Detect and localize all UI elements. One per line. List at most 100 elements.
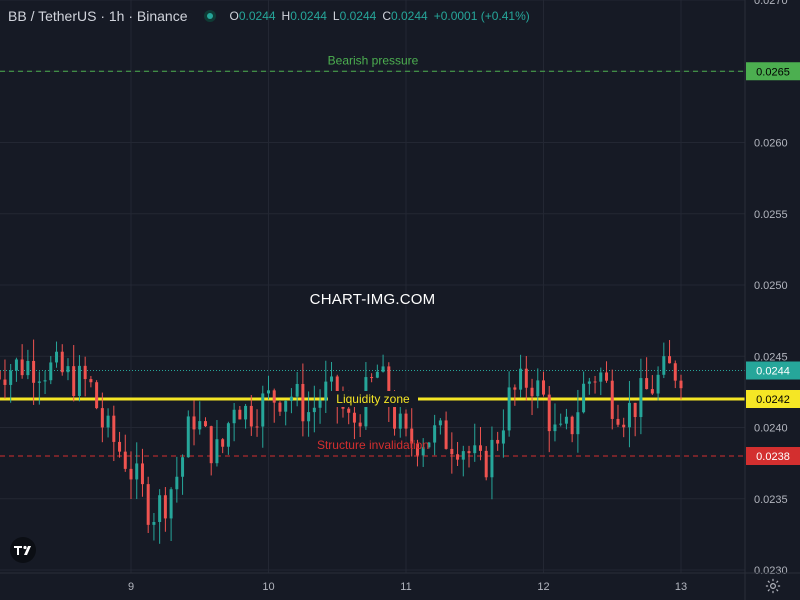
candle-body — [570, 416, 574, 435]
candle-body — [582, 383, 586, 413]
candle-body — [662, 356, 666, 375]
current-price-tag-label: 0.0244 — [756, 366, 790, 378]
candle-body — [14, 359, 18, 371]
price-tag-label: 0.0238 — [756, 451, 790, 463]
price-tags: 0.0265 0.0242 0.0238 0.0244 — [746, 62, 800, 465]
candle-body — [421, 447, 425, 456]
candle-body — [467, 451, 471, 454]
time-axis[interactable]: 9 10 11 12 13 — [0, 572, 800, 593]
chart-header: BB / TetherUS · 1h · Binance O0.0244 H0.… — [8, 6, 530, 26]
candle-body — [507, 387, 511, 431]
candle-body — [238, 409, 242, 420]
level-labels: Bearish pressure Liquidity zone Structure … — [317, 53, 429, 452]
candle-body — [163, 495, 167, 519]
candle-body — [633, 402, 637, 418]
candle-body — [158, 495, 162, 522]
candle-body — [312, 407, 316, 413]
candle-body — [301, 383, 305, 422]
candle-body — [370, 377, 374, 379]
candle-body — [639, 378, 643, 418]
candle-body — [272, 390, 276, 403]
candle-body — [335, 376, 339, 402]
candle-body — [599, 372, 603, 382]
candle-body — [106, 415, 110, 428]
candle-body — [324, 381, 328, 401]
open-label: O — [229, 9, 239, 23]
candle-body — [622, 424, 626, 428]
candle-body — [278, 402, 282, 412]
candle-body — [461, 451, 465, 460]
candle-body — [547, 394, 551, 432]
candle-body — [307, 412, 311, 422]
candle-body — [135, 463, 139, 480]
candle-body — [564, 416, 568, 424]
price-tag-bg — [746, 390, 800, 408]
time-tick-label: 10 — [262, 581, 274, 593]
candle-body — [175, 476, 179, 490]
candles — [0, 339, 683, 544]
candle-body — [221, 439, 225, 447]
change-value: +0.0001 (+0.41%) — [433, 9, 530, 23]
level-label: Structure invalidation — [317, 438, 429, 452]
high-value: 0.0244 — [290, 9, 327, 23]
close-label: C — [382, 9, 391, 23]
symbol-title[interactable]: BB / TetherUS · 1h · Binance — [8, 8, 188, 24]
time-tick-label: 12 — [537, 581, 549, 593]
candle-body — [100, 408, 104, 428]
candle-body — [0, 370, 1, 380]
candle-body — [112, 415, 116, 442]
candle-body — [72, 366, 76, 396]
current-price-tag-bg — [746, 361, 800, 380]
price-tick-label: 0.0230 — [754, 565, 788, 577]
candle-body — [404, 413, 408, 429]
price-tag-bg — [746, 447, 800, 465]
candle-body — [192, 416, 196, 430]
candle-body — [284, 400, 288, 412]
candle-body — [129, 468, 133, 480]
gear-icon[interactable] — [764, 577, 782, 595]
grid — [0, 0, 745, 573]
candle-body — [209, 426, 213, 464]
candle-body — [650, 389, 654, 394]
price-axis[interactable]: 0.0230 0.0235 0.0240 0.0245 0.0250 0.0255 0.02… — [744, 0, 788, 600]
price-tick-label: 0.0260 — [754, 138, 788, 150]
candle-body — [77, 365, 81, 396]
candle-body — [255, 426, 259, 428]
candle-body — [645, 378, 649, 390]
candle-body — [232, 409, 236, 424]
price-tick-label: 0.0255 — [754, 209, 788, 221]
candle-body — [478, 445, 482, 451]
candle-body — [496, 439, 500, 444]
close-value: 0.0244 — [390, 9, 428, 23]
candle-body — [542, 380, 545, 395]
time-tick-label: 9 — [128, 581, 134, 593]
candle-body — [66, 366, 70, 373]
candle-body — [3, 379, 7, 385]
candle-body — [186, 416, 190, 458]
candle-body — [49, 362, 53, 381]
market-status-icon — [203, 10, 216, 22]
candle-body — [358, 422, 362, 427]
candle-body — [673, 363, 677, 381]
candle-body — [501, 430, 505, 444]
tradingview-logo-icon[interactable] — [8, 537, 38, 563]
candle-body — [415, 443, 419, 456]
level-label-bg — [328, 391, 418, 407]
price-tag-bg — [746, 62, 800, 81]
candle-body — [524, 368, 528, 388]
candle-body — [347, 408, 351, 413]
candle-body — [387, 366, 391, 407]
level-label: Bearish pressure — [328, 53, 419, 67]
candle-body — [627, 402, 631, 428]
price-tick-label: 0.0250 — [754, 280, 788, 292]
candle-body — [95, 382, 99, 409]
candle-body — [32, 360, 36, 383]
candle-body — [118, 441, 122, 452]
candle-body — [473, 445, 477, 454]
candle-body — [433, 425, 437, 443]
candle-body — [9, 370, 13, 385]
candle-body — [450, 448, 454, 455]
candle-body — [438, 420, 442, 426]
